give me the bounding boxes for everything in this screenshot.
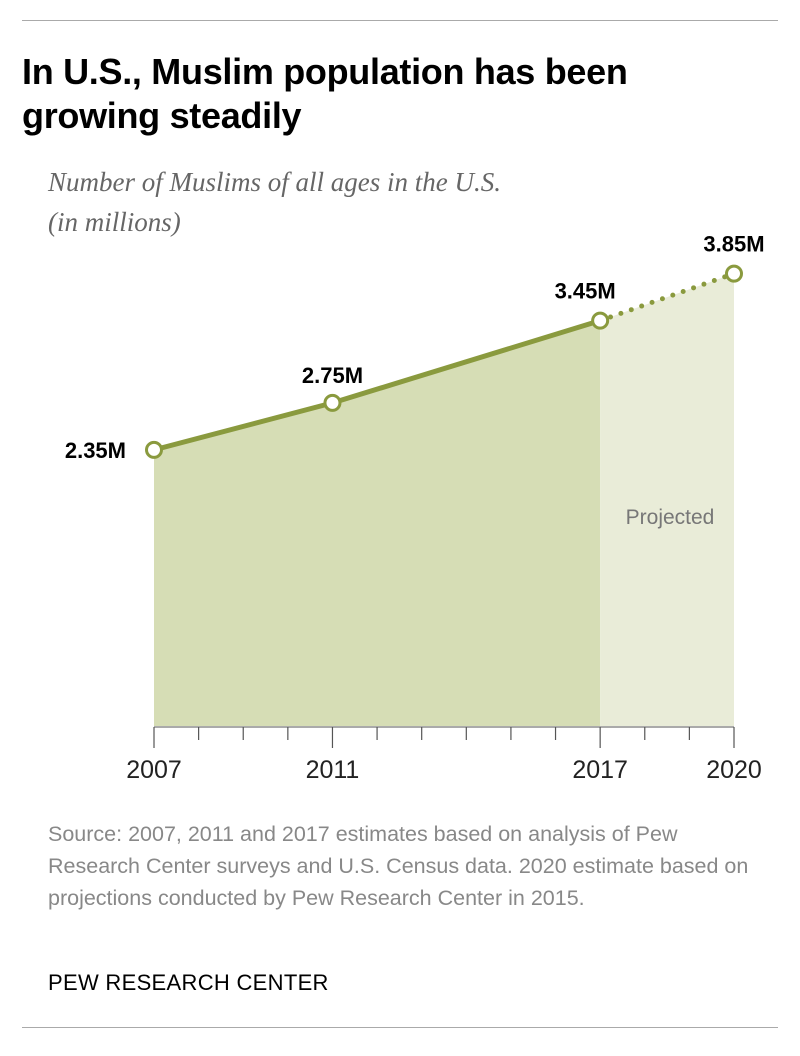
data-label: 3.45M <box>555 279 616 304</box>
bottom-rule <box>22 1027 778 1028</box>
x-tick-label: 2007 <box>126 756 182 784</box>
top-rule <box>22 20 778 21</box>
chart-title: In U.S., Muslim population has been grow… <box>22 51 628 136</box>
projected-area <box>600 273 734 726</box>
data-label: 3.85M <box>703 232 764 257</box>
data-point <box>591 311 610 330</box>
projected-label: Projected <box>626 506 715 529</box>
chart-subtitle: Number of Muslims of all ages in the U.S… <box>48 162 748 242</box>
data-point <box>145 440 163 459</box>
data-point <box>323 393 342 412</box>
data-label: 2.35M <box>65 438 126 463</box>
estimated-area <box>154 320 601 726</box>
projected-line <box>597 271 737 324</box>
subtitle-line-2: (in millions) <box>48 207 181 237</box>
chart-area: Projected 2007 2011 2017 2020 2.35M 2.75M 3.45M… <box>65 232 765 784</box>
x-tick-label: 2011 <box>306 756 360 784</box>
data-point <box>725 264 743 283</box>
x-tick-label: 2017 <box>572 756 628 784</box>
source-note: Source: 2007, 2011 and 2017 estimates ba… <box>48 822 749 910</box>
x-tick-label: 2020 <box>706 756 762 784</box>
brand-label: PEW RESEARCH CENTER <box>48 970 329 995</box>
data-label: 2.75M <box>302 363 363 388</box>
subtitle-line-1: Number of Muslims of all ages in the U.S… <box>48 167 501 197</box>
